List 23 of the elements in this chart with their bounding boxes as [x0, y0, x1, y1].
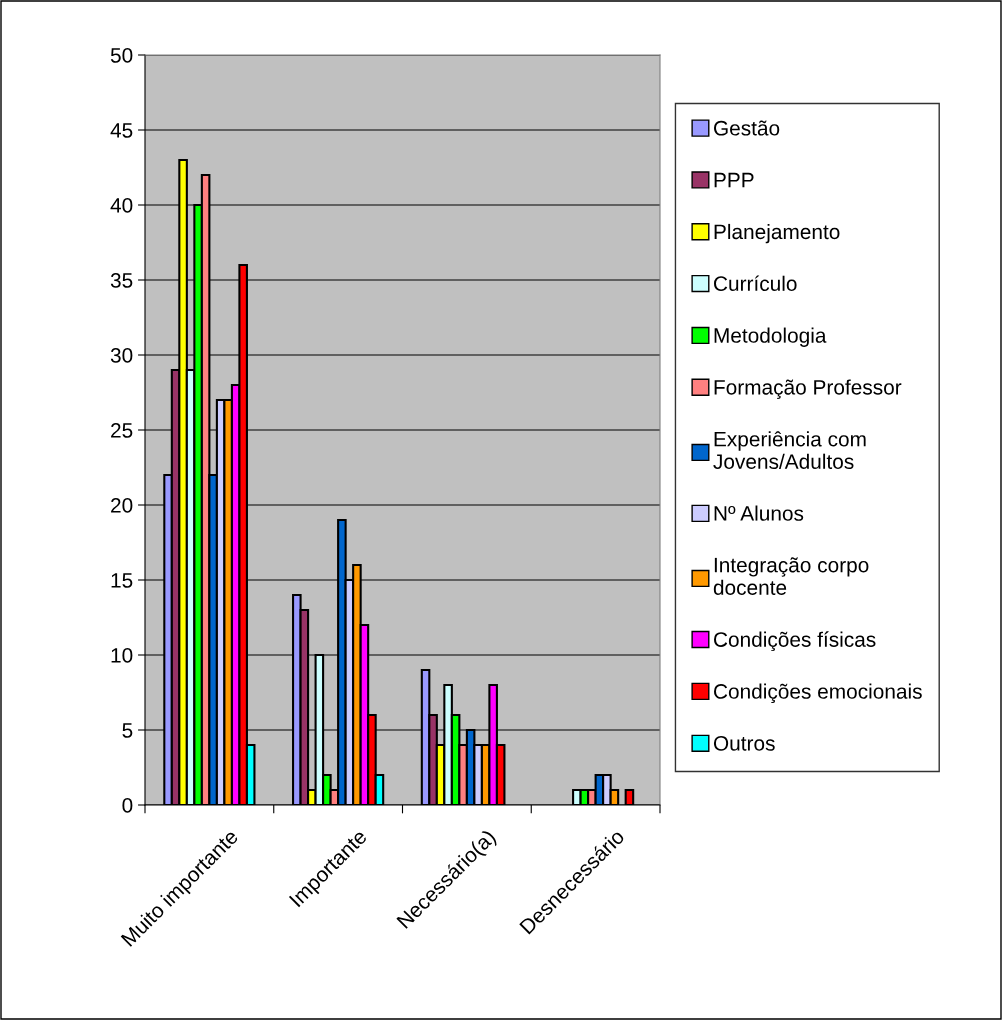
y-tick-label: 25: [111, 423, 133, 438]
y-tick-label: 20: [111, 498, 133, 513]
legend-label: Condições físicas: [714, 631, 876, 652]
y-tick-label: 35: [110, 273, 133, 288]
legend-label: Gestão: [714, 120, 780, 136]
legend-label: Planejamento: [714, 223, 840, 244]
legend-label: Formação Professor: [714, 379, 902, 399]
y-tick-label: 40: [110, 198, 133, 213]
legend-label: Metodologia: [714, 327, 827, 347]
legend-label: Experiência com Jovens/Adultos: [713, 431, 866, 469]
y-tick-label: 30: [110, 348, 133, 363]
y-tick-label: 45: [110, 123, 133, 138]
legend-label: Outros: [713, 735, 775, 751]
legend-label: Nº Alunos: [714, 505, 804, 521]
legend-label: PPP: [714, 172, 754, 188]
y-tick-label: 5: [122, 723, 133, 738]
y-tick-label: 15: [111, 573, 133, 588]
legend-label: Integração corpo docente: [713, 557, 869, 595]
y-tick-label: 50: [110, 48, 133, 63]
legend-label: Currículo: [714, 275, 797, 292]
y-tick-label: 10: [111, 648, 133, 663]
legend-label: Condições emocionais: [714, 683, 922, 704]
y-tick-label: 0: [122, 798, 133, 813]
